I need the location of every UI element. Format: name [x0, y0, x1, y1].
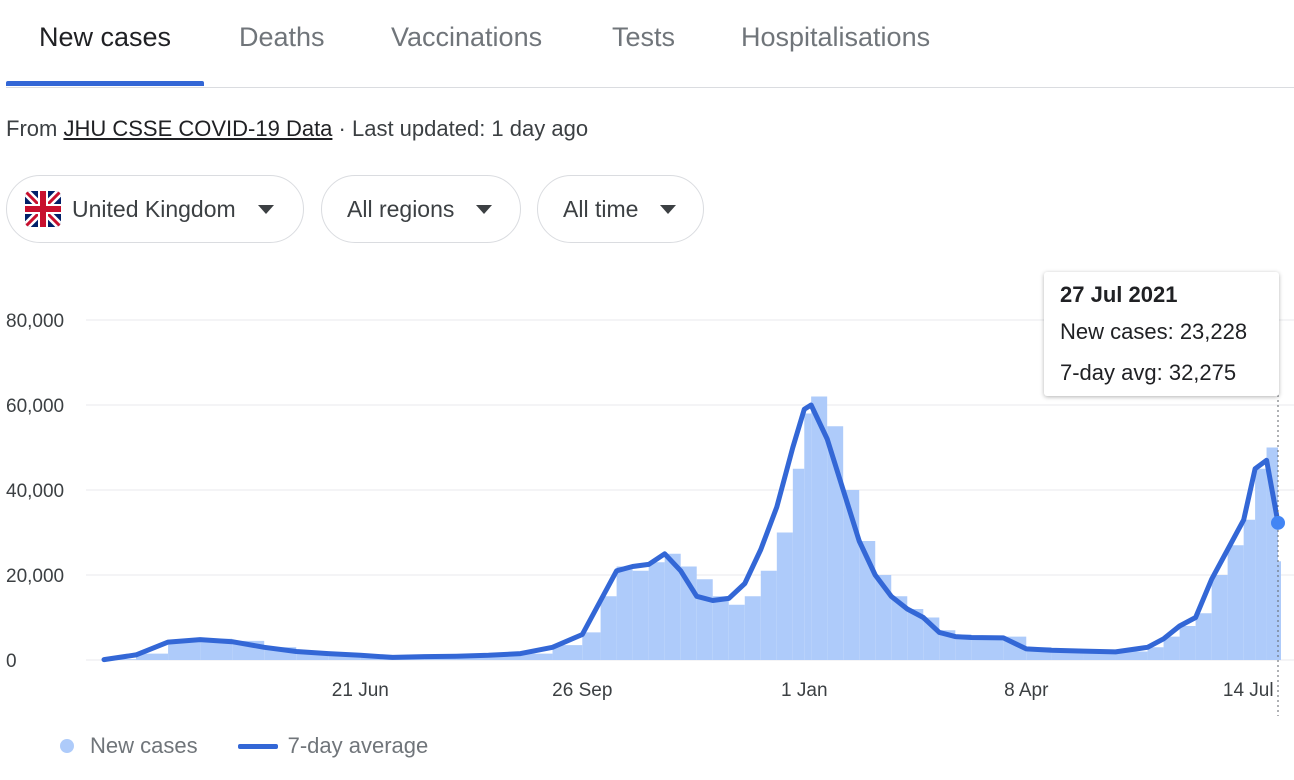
cases-bar: [136, 653, 169, 660]
cases-bar: [600, 596, 617, 660]
cases-bar: [971, 636, 1004, 660]
y-tick-label: 60,000: [6, 396, 64, 417]
chevron-down-icon: [476, 204, 493, 214]
cases-bar: [1243, 519, 1256, 660]
tab-hospitalisations[interactable]: Hospitalisations: [741, 22, 931, 52]
tooltip-avg: 7-day avg: 32,275: [1060, 360, 1237, 385]
tooltip-date: 27 Jul 2021: [1060, 282, 1178, 307]
cases-bar: [1147, 647, 1164, 660]
legend-bar-swatch: [60, 739, 74, 753]
region-label: All regions: [347, 195, 455, 222]
cases-bar: [811, 396, 828, 660]
cases-bar: [1083, 650, 1116, 660]
hover-point: [1271, 515, 1285, 530]
cases-bar: [804, 413, 812, 660]
cases-bar: [296, 651, 329, 660]
cases-bar: [728, 604, 745, 660]
cases-bar: [664, 553, 681, 660]
chevron-down-icon: [660, 204, 677, 214]
tooltip-new-cases: New cases: 23,228: [1060, 319, 1248, 344]
cases-bar: [200, 638, 233, 660]
seven-day-average-line: [101, 402, 1281, 663]
x-tick-label: 8 Apr: [1004, 680, 1049, 701]
cases-chart[interactable]: 0 20,000 40,000 60,000 80,000 21 Jun 26 Sep 1 …: [0, 260, 1294, 720]
y-tick-label: 40,000: [6, 481, 64, 502]
tab-new-cases[interactable]: New cases: [39, 22, 172, 52]
region-dropdown[interactable]: All regions: [321, 175, 521, 243]
source-link[interactable]: JHU CSSE COVID-19 Data: [63, 116, 333, 141]
cases-bar: [955, 634, 972, 660]
active-tab-indicator: [6, 81, 204, 86]
cases-bar: [1227, 545, 1244, 660]
cases-bar: [907, 609, 924, 660]
x-tick-label: 21 Jun: [332, 680, 389, 701]
cases-bar: [1163, 636, 1180, 660]
tab-deaths[interactable]: Deaths: [239, 22, 325, 52]
tab-tests[interactable]: Tests: [612, 22, 676, 52]
chevron-down-icon: [257, 204, 274, 214]
cases-bar: [1051, 649, 1084, 660]
period-label: All time: [563, 195, 639, 222]
cases-bar: [792, 468, 805, 660]
cases-bar: [552, 645, 583, 660]
country-dropdown[interactable]: United Kingdom: [6, 175, 304, 243]
cases-bar: [520, 653, 553, 660]
last-updated: · Last updated: 1 day ago: [338, 116, 589, 141]
cases-bar: [488, 654, 521, 660]
cases-bar: [776, 532, 793, 660]
cases-bar: [616, 566, 633, 660]
cases-bar: [1179, 626, 1196, 660]
cases-bar: [1266, 447, 1278, 660]
cases-bar: [891, 596, 908, 660]
uk-flag-icon: [25, 191, 61, 227]
legend-line-swatch: [237, 743, 278, 749]
cases-bar: [582, 632, 601, 660]
cases-bar: [712, 596, 729, 660]
tab-vaccinations[interactable]: Vaccinations: [391, 22, 543, 52]
cases-bar: [1278, 561, 1281, 660]
cases-bar: [696, 579, 713, 660]
legend-new-cases: New cases: [90, 733, 198, 758]
country-label: United Kingdom: [72, 195, 236, 222]
source-prefix: From: [6, 116, 58, 141]
cases-bar: [1211, 575, 1228, 660]
cases-bar: [632, 570, 649, 660]
legend-7-day-average: 7-day average: [287, 733, 429, 758]
cases-bar: [168, 640, 201, 660]
y-tick-label: 80,000: [6, 311, 64, 332]
tab-bar: New cases Deaths Vaccinations Tests Hosp…: [6, 0, 1294, 88]
x-tick-label: 14 Jul: [1223, 680, 1274, 701]
cases-bar: [760, 570, 777, 660]
source-line: From JHU CSSE COVID-19 Data · Last updat…: [6, 116, 588, 142]
cases-bar: [744, 596, 761, 660]
cases-bar: [875, 575, 892, 660]
y-tick-label: 20,000: [6, 566, 64, 587]
x-tick-label: 26 Sep: [552, 680, 612, 701]
y-tick-label: 0: [6, 651, 17, 672]
cases-bar: [1195, 613, 1212, 660]
cases-bar: [1255, 468, 1267, 660]
cases-bar: [1115, 651, 1148, 660]
period-dropdown[interactable]: All time: [537, 175, 704, 243]
x-tick-label: 1 Jan: [781, 680, 827, 701]
chart-legend: New cases 7-day average: [60, 733, 428, 759]
cases-bar: [648, 562, 665, 660]
chart-tooltip: 27 Jul 2021 New cases: 23,228 7-day avg:…: [1044, 272, 1279, 396]
